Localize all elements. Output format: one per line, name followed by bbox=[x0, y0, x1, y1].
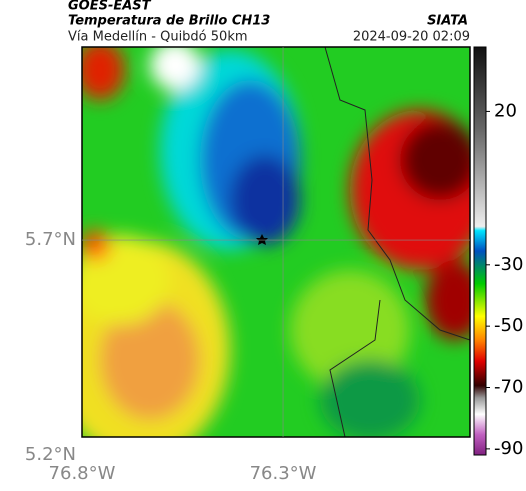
x-tick-label: 76.3°W bbox=[250, 463, 317, 484]
y-tick-label: 5.7°N bbox=[25, 229, 76, 250]
datetime: 2024-09-20 02:09 bbox=[353, 30, 470, 45]
organization: SIATA bbox=[427, 14, 468, 29]
x-tick-label: 76.8°W bbox=[49, 463, 116, 484]
colorbar-tick-label: 20 bbox=[494, 100, 517, 121]
source: GOES-EAST bbox=[68, 0, 152, 14]
y-tick-label: 5.2°N bbox=[25, 444, 76, 465]
colorbar-tick-label: -30 bbox=[494, 254, 523, 275]
colorbar bbox=[473, 46, 487, 456]
colorbar-tick-label: -50 bbox=[494, 315, 523, 336]
imagery bbox=[82, 47, 470, 437]
title: Temperatura de Brillo CH13 bbox=[68, 14, 270, 29]
colorbar-tick-label: -90 bbox=[494, 438, 523, 459]
subtitle: Vía Medellín - Quibdó 50km bbox=[68, 30, 248, 45]
colorbar-tick-label: -70 bbox=[494, 377, 523, 398]
